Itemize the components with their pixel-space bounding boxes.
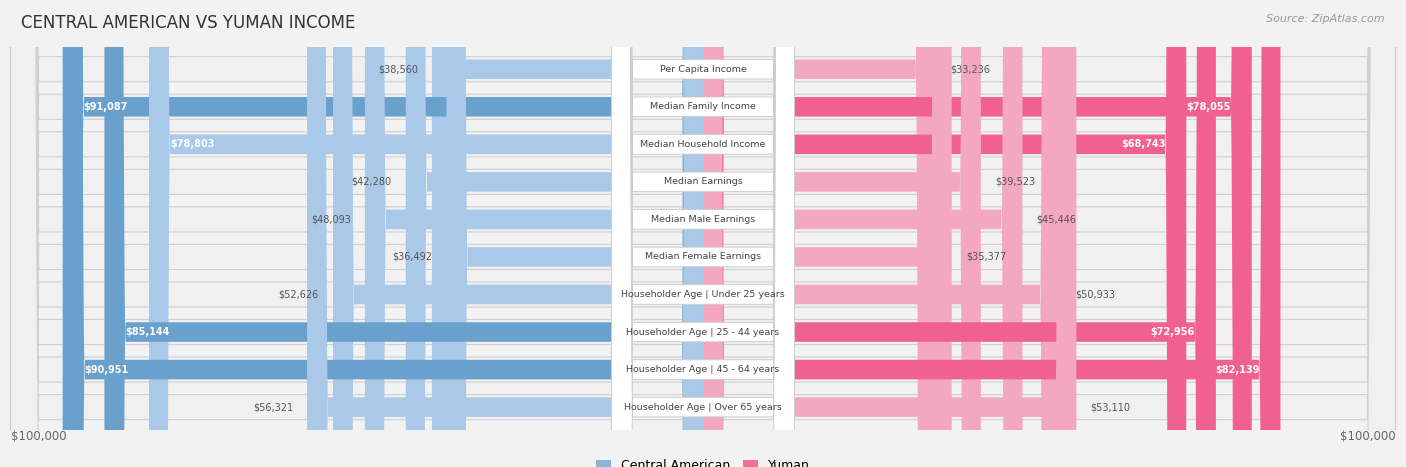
Text: $42,280: $42,280 <box>352 177 392 187</box>
Text: CENTRAL AMERICAN VS YUMAN INCOME: CENTRAL AMERICAN VS YUMAN INCOME <box>21 14 356 32</box>
Text: $72,956: $72,956 <box>1150 327 1195 337</box>
FancyBboxPatch shape <box>703 0 1062 467</box>
FancyBboxPatch shape <box>612 0 794 467</box>
Text: $68,743: $68,743 <box>1121 139 1166 149</box>
Text: $50,933: $50,933 <box>1076 290 1115 299</box>
FancyBboxPatch shape <box>10 0 1395 467</box>
FancyBboxPatch shape <box>612 0 794 467</box>
FancyBboxPatch shape <box>333 0 703 467</box>
FancyBboxPatch shape <box>703 0 1216 467</box>
Text: Householder Age | 25 - 44 years: Householder Age | 25 - 44 years <box>627 327 779 337</box>
Text: $48,093: $48,093 <box>311 214 352 225</box>
FancyBboxPatch shape <box>612 0 794 467</box>
Legend: Central American, Yuman: Central American, Yuman <box>591 454 815 467</box>
FancyBboxPatch shape <box>10 0 1395 467</box>
FancyBboxPatch shape <box>63 0 703 467</box>
FancyBboxPatch shape <box>10 0 1395 467</box>
FancyBboxPatch shape <box>703 0 1281 467</box>
Text: Per Capita Income: Per Capita Income <box>659 65 747 74</box>
FancyBboxPatch shape <box>612 0 794 467</box>
Text: $36,492: $36,492 <box>392 252 433 262</box>
FancyBboxPatch shape <box>406 0 703 467</box>
FancyBboxPatch shape <box>612 0 794 467</box>
FancyBboxPatch shape <box>612 0 794 467</box>
FancyBboxPatch shape <box>612 0 794 467</box>
FancyBboxPatch shape <box>10 0 1395 467</box>
Text: $56,321: $56,321 <box>253 402 292 412</box>
Text: $82,139: $82,139 <box>1215 365 1260 375</box>
Text: $39,523: $39,523 <box>995 177 1035 187</box>
Text: Median Household Income: Median Household Income <box>640 140 766 149</box>
FancyBboxPatch shape <box>703 0 936 467</box>
Text: $78,803: $78,803 <box>170 139 215 149</box>
Text: Householder Age | 45 - 64 years: Householder Age | 45 - 64 years <box>627 365 779 374</box>
FancyBboxPatch shape <box>612 0 794 467</box>
Text: Median Earnings: Median Earnings <box>664 177 742 186</box>
Text: Median Female Earnings: Median Female Earnings <box>645 253 761 262</box>
Text: $100,000: $100,000 <box>10 430 66 443</box>
FancyBboxPatch shape <box>307 0 703 467</box>
Text: $78,055: $78,055 <box>1187 102 1230 112</box>
FancyBboxPatch shape <box>447 0 703 467</box>
FancyBboxPatch shape <box>366 0 703 467</box>
Text: $53,110: $53,110 <box>1091 402 1130 412</box>
Text: $38,560: $38,560 <box>378 64 418 74</box>
Text: $91,087: $91,087 <box>84 102 128 112</box>
Text: $52,626: $52,626 <box>278 290 319 299</box>
Text: Median Male Earnings: Median Male Earnings <box>651 215 755 224</box>
FancyBboxPatch shape <box>612 0 794 467</box>
FancyBboxPatch shape <box>10 0 1395 467</box>
Text: $90,951: $90,951 <box>84 365 129 375</box>
FancyBboxPatch shape <box>703 0 1187 467</box>
FancyBboxPatch shape <box>10 0 1395 467</box>
FancyBboxPatch shape <box>703 0 981 467</box>
Text: Householder Age | Over 65 years: Householder Age | Over 65 years <box>624 403 782 411</box>
Text: $45,446: $45,446 <box>1036 214 1077 225</box>
FancyBboxPatch shape <box>149 0 703 467</box>
FancyBboxPatch shape <box>612 0 794 467</box>
FancyBboxPatch shape <box>63 0 703 467</box>
FancyBboxPatch shape <box>703 0 952 467</box>
Text: $85,144: $85,144 <box>125 327 170 337</box>
Text: Householder Age | Under 25 years: Householder Age | Under 25 years <box>621 290 785 299</box>
Text: $100,000: $100,000 <box>1340 430 1395 443</box>
Text: $35,377: $35,377 <box>966 252 1007 262</box>
FancyBboxPatch shape <box>703 0 1022 467</box>
FancyBboxPatch shape <box>10 0 1395 467</box>
FancyBboxPatch shape <box>104 0 703 467</box>
FancyBboxPatch shape <box>703 0 1077 467</box>
FancyBboxPatch shape <box>10 0 1395 467</box>
FancyBboxPatch shape <box>10 0 1395 467</box>
FancyBboxPatch shape <box>10 0 1395 467</box>
Text: $33,236: $33,236 <box>950 64 991 74</box>
Text: Source: ZipAtlas.com: Source: ZipAtlas.com <box>1267 14 1385 24</box>
FancyBboxPatch shape <box>432 0 703 467</box>
Text: Median Family Income: Median Family Income <box>650 102 756 111</box>
FancyBboxPatch shape <box>703 0 1251 467</box>
